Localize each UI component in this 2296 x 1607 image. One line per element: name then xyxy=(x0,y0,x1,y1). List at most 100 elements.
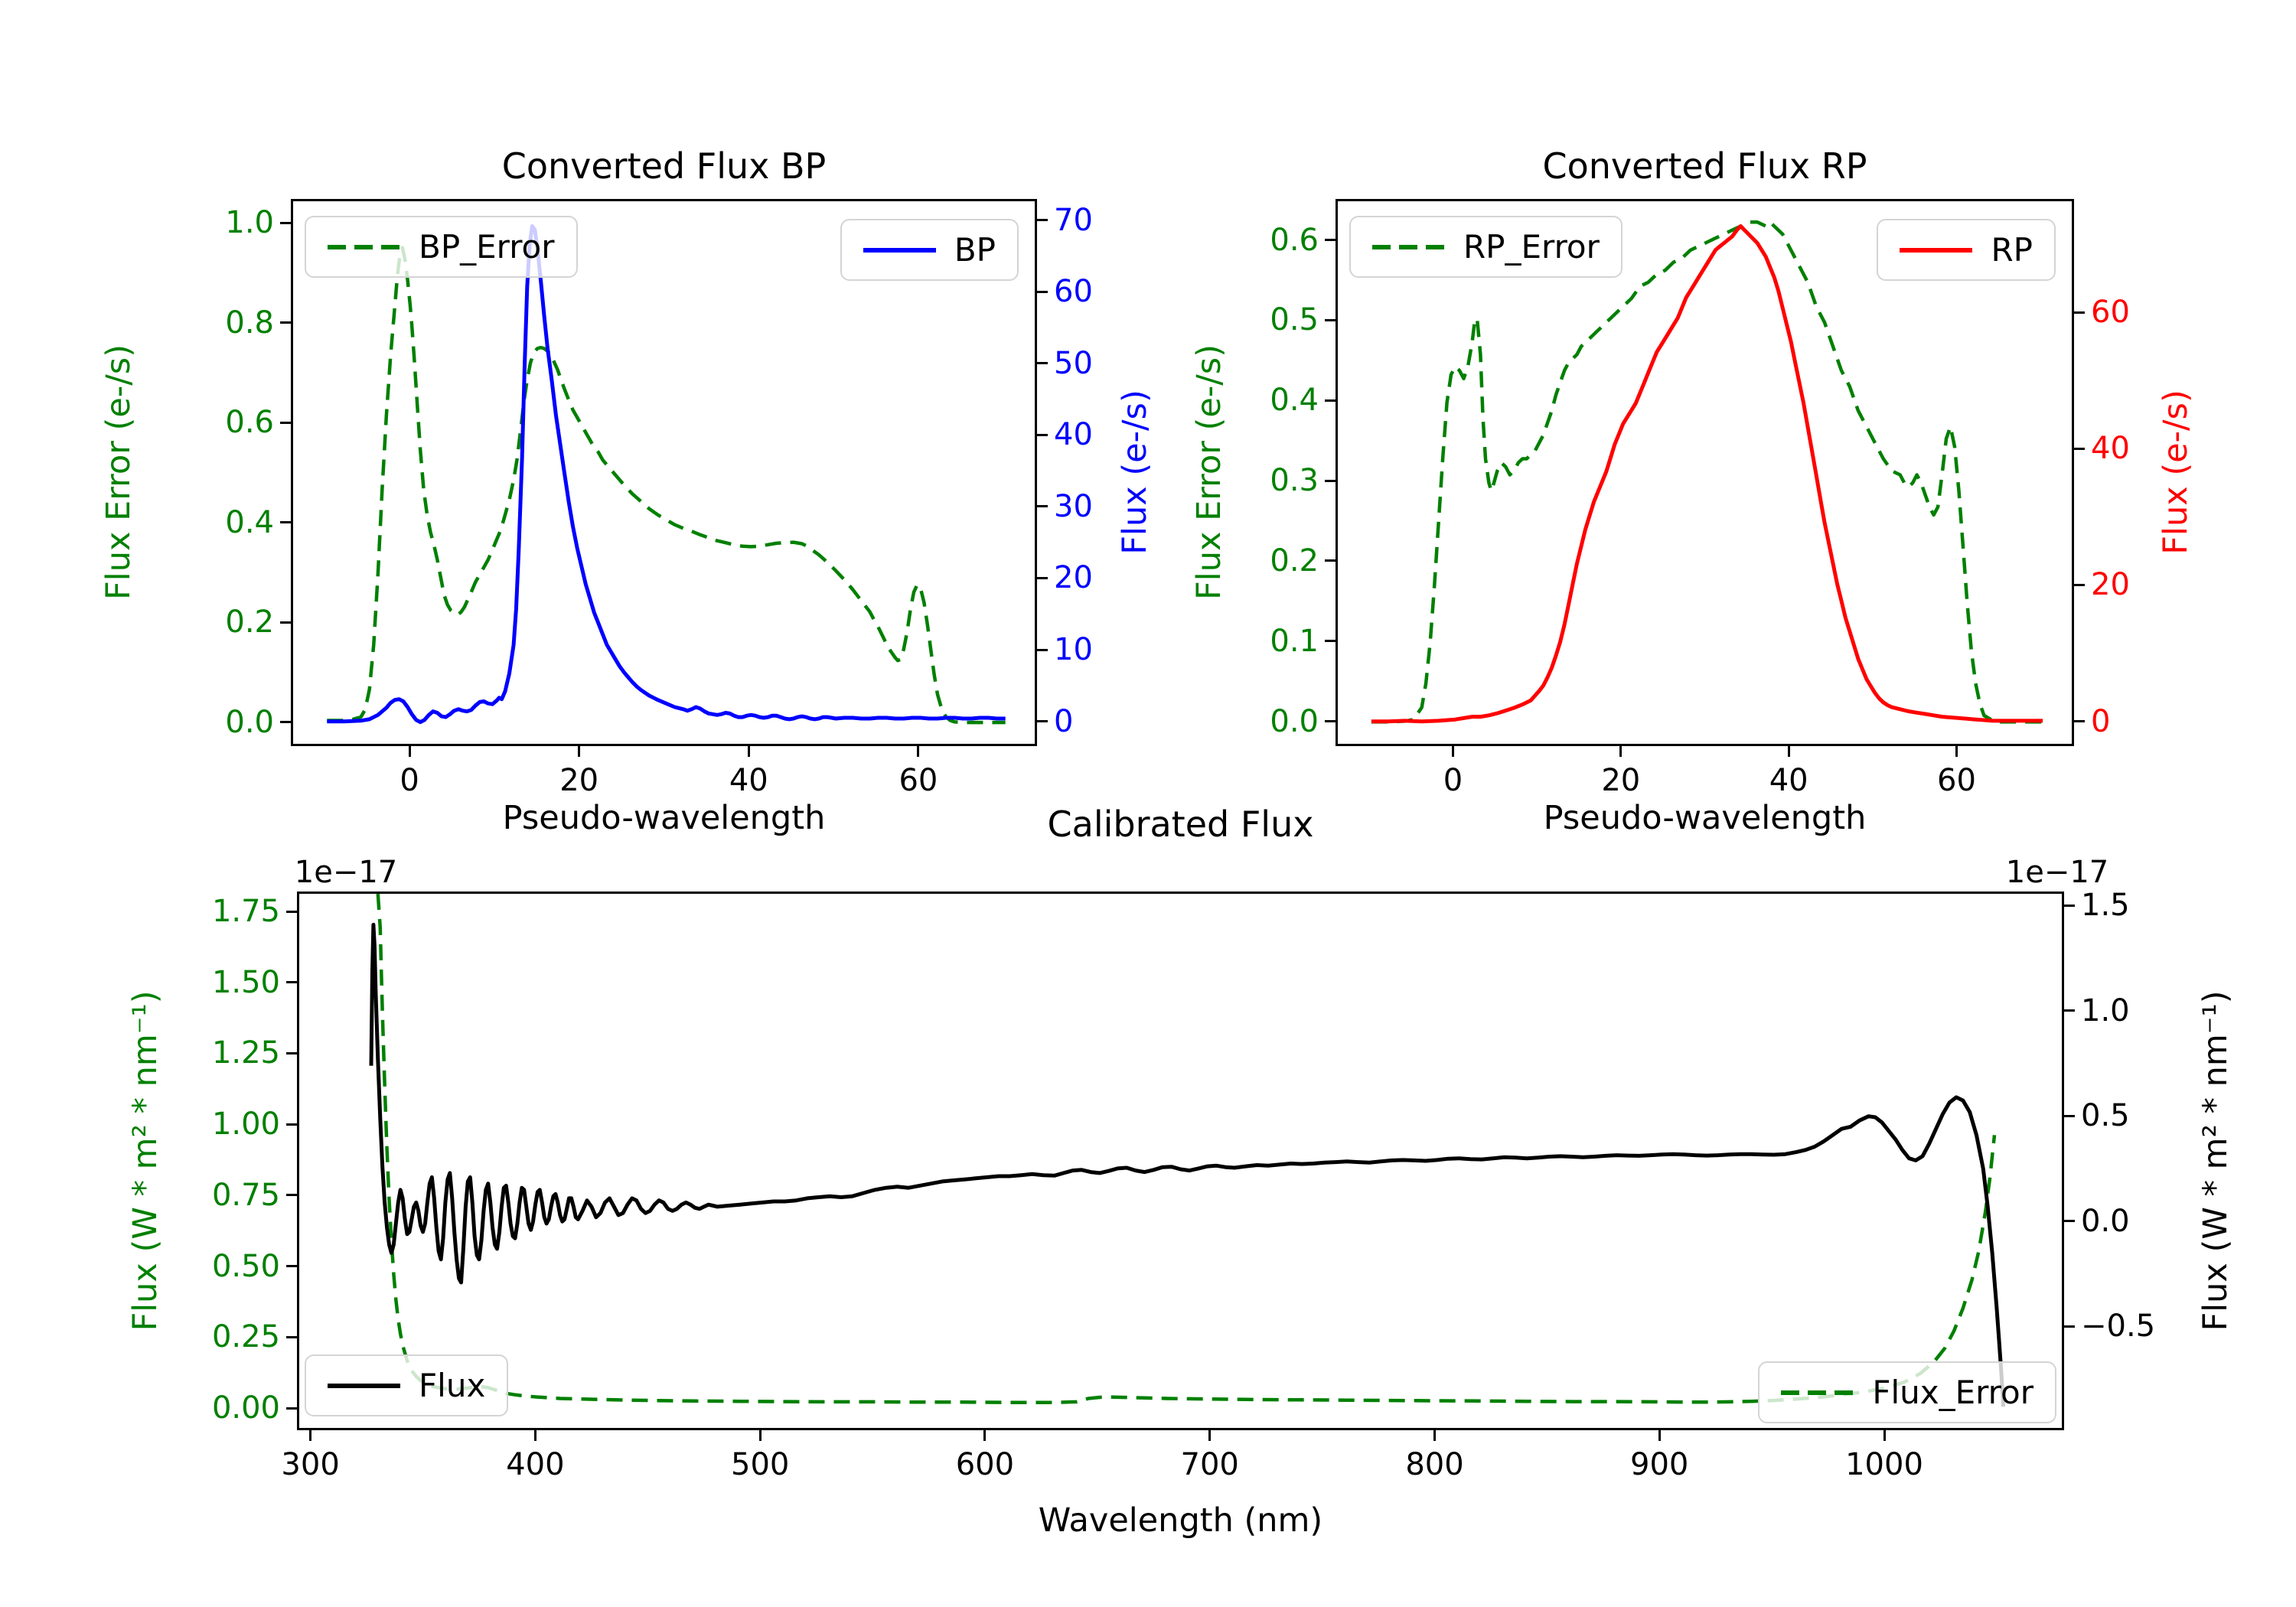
legend-rp_error: RP_Error xyxy=(1349,216,1623,278)
x-tick-label: 40 xyxy=(1769,763,1808,798)
legend-bp_error: BP_Error xyxy=(305,216,578,278)
x-tick-label: 300 xyxy=(281,1447,340,1482)
y-tick-mark-right xyxy=(1037,648,1048,651)
y-tick-label-left: 0.8 xyxy=(225,305,274,341)
xlabel-rp: Pseudo-wavelength xyxy=(1543,799,1867,837)
legend-line-sample xyxy=(1781,1390,1854,1395)
axes-frame xyxy=(1336,199,2074,746)
curves-layer xyxy=(369,894,2006,1407)
y-tick-mark-right xyxy=(2064,1325,2075,1328)
y-tick-mark-right xyxy=(1037,433,1048,436)
x-tick-mark xyxy=(408,746,411,757)
axis-offset-left: 1e−17 xyxy=(294,855,398,890)
legend-label: Flux_Error xyxy=(1872,1374,2033,1411)
y-tick-label-left: 0.2 xyxy=(225,605,274,641)
y-tick-label-right: 60 xyxy=(2091,295,2130,331)
y-tick-mark-left xyxy=(280,621,291,624)
y-tick-mark-left xyxy=(280,721,291,724)
y-tick-mark-left xyxy=(286,1051,297,1054)
y-tick-mark-left xyxy=(286,1194,297,1197)
y-tick-label-left: 0.4 xyxy=(225,504,274,540)
y-tick-label-right: 60 xyxy=(1054,274,1093,310)
x-tick-mark xyxy=(1787,746,1790,757)
y-tick-label-left: 0.2 xyxy=(1270,543,1319,579)
y-tick-mark-right xyxy=(1037,576,1048,579)
curve-flux xyxy=(369,922,2006,1407)
x-tick-label: 0 xyxy=(1443,763,1463,798)
x-tick-label: 20 xyxy=(559,763,599,798)
x-tick-label: 40 xyxy=(729,763,768,798)
y-tick-label-left: 0.4 xyxy=(1270,383,1319,419)
y-tick-label-right: 40 xyxy=(2091,431,2130,467)
x-tick-label: 500 xyxy=(731,1447,790,1482)
ylabel-right-rp: Flux (e-/s) xyxy=(2157,390,2195,555)
y-tick-mark-left xyxy=(280,321,291,324)
x-tick-label: 0 xyxy=(400,763,419,798)
legend-flux_error: Flux_Error xyxy=(1758,1361,2056,1423)
y-tick-mark-left xyxy=(286,1407,297,1410)
y-tick-mark-right xyxy=(2064,1009,2075,1012)
y-tick-label-left: 0.00 xyxy=(211,1390,280,1426)
y-tick-label-right: 40 xyxy=(1054,417,1093,453)
legend-bp: BP xyxy=(840,219,1019,281)
xlabel-calibrated: Wavelength (nm) xyxy=(1038,1501,1323,1540)
x-tick-label: 800 xyxy=(1405,1447,1464,1482)
y-tick-label-left: 1.75 xyxy=(211,894,280,929)
y-tick-label-right: 70 xyxy=(1054,202,1093,238)
legend-line-sample xyxy=(1900,247,1973,253)
y-tick-label-right: 1.5 xyxy=(2081,888,2130,924)
x-tick-mark xyxy=(983,1430,987,1441)
y-tick-label-right: 50 xyxy=(1054,345,1093,381)
axis-offset-right: 1e−17 xyxy=(2005,855,2109,890)
axes-frame xyxy=(297,892,2064,1430)
y-tick-mark-left xyxy=(1325,318,1336,321)
xlabel-bp: Pseudo-wavelength xyxy=(502,799,826,837)
y-tick-label-right: 0.0 xyxy=(2081,1203,2130,1239)
y-tick-mark-right xyxy=(2074,583,2085,586)
y-tick-label-left: 1.00 xyxy=(211,1107,280,1143)
x-tick-mark xyxy=(1883,1430,1886,1441)
x-tick-mark xyxy=(1452,746,1454,757)
y-tick-mark-right xyxy=(2064,1114,2075,1117)
ylabel-right-bp: Flux (e-/s) xyxy=(1116,390,1154,555)
y-tick-mark-right xyxy=(1037,505,1048,508)
ylabel-right-calibrated: Flux (W * m² * nm⁻¹) xyxy=(2197,990,2235,1332)
legend-label: RP xyxy=(1991,231,2033,269)
y-tick-mark-right xyxy=(2074,311,2085,314)
y-tick-mark-left xyxy=(286,910,297,913)
y-tick-mark-right xyxy=(2064,1220,2075,1223)
y-tick-mark-right xyxy=(1037,362,1048,365)
y-tick-label-right: 0.5 xyxy=(2081,1098,2130,1134)
x-tick-label: 700 xyxy=(1180,1447,1239,1482)
y-tick-mark-left xyxy=(1325,479,1336,482)
y-tick-label-right: −0.5 xyxy=(2081,1309,2156,1345)
y-tick-mark-left xyxy=(1325,559,1336,562)
y-tick-label-left: 1.50 xyxy=(211,964,280,1000)
x-tick-label: 60 xyxy=(899,763,938,798)
x-tick-label: 60 xyxy=(1937,763,1976,798)
ylabel-left-bp: Flux Error (e-/s) xyxy=(99,344,138,600)
y-tick-label-right: 20 xyxy=(1054,560,1093,596)
curve-rp xyxy=(1371,224,2043,724)
legend-line-sample xyxy=(1372,244,1445,249)
y-tick-label-left: 0.6 xyxy=(225,405,274,441)
axes-frame xyxy=(291,199,1037,746)
legend-label: RP_Error xyxy=(1463,228,1600,266)
y-tick-mark-left xyxy=(286,981,297,984)
curves-layer xyxy=(327,224,1006,725)
y-tick-label-right: 20 xyxy=(2091,567,2130,603)
legend-flux: Flux xyxy=(305,1354,509,1416)
y-tick-mark-left xyxy=(286,1265,297,1268)
y-tick-mark-left xyxy=(286,1123,297,1126)
x-tick-mark xyxy=(1619,746,1623,757)
legend-label: BP xyxy=(954,231,996,269)
x-tick-mark xyxy=(758,1430,762,1441)
x-tick-mark xyxy=(533,1430,536,1441)
legend-line-sample xyxy=(328,244,400,249)
y-tick-label-left: 0.6 xyxy=(1270,222,1319,258)
x-tick-mark xyxy=(917,746,920,757)
y-tick-label-left: 1.25 xyxy=(211,1035,280,1071)
title-calibrated: Calibrated Flux xyxy=(1047,804,1314,845)
y-tick-label-right: 0 xyxy=(1054,703,1074,739)
